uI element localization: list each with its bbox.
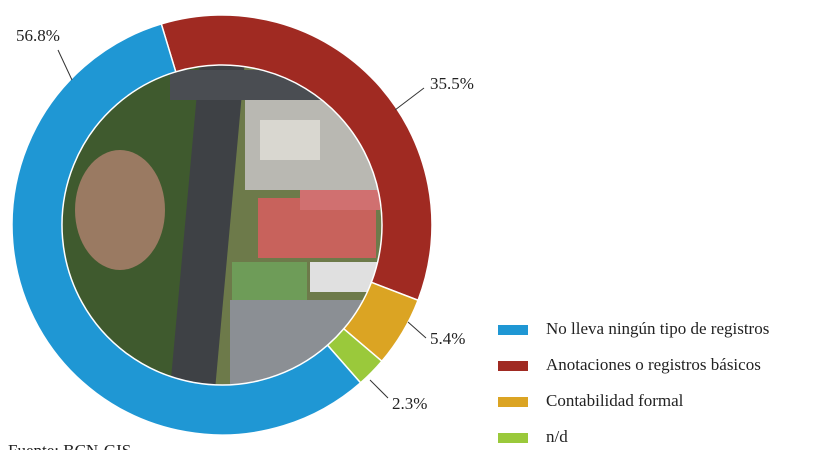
- leader-line: [394, 87, 425, 111]
- donut-slice: [160, 14, 433, 302]
- legend-label: Anotaciones o registros básicos: [546, 355, 761, 374]
- legend-swatch: [498, 361, 528, 371]
- leader-line: [369, 379, 389, 399]
- data-label: 56.8%: [16, 26, 60, 45]
- data-label: 2.3%: [392, 394, 427, 413]
- data-label: 5.4%: [430, 329, 465, 348]
- leader-line: [407, 321, 427, 339]
- legend-label: No lleva ningún tipo de registros: [546, 319, 769, 338]
- data-label: 35.5%: [430, 74, 474, 93]
- legend-swatch: [498, 325, 528, 335]
- donut-slice: [11, 23, 362, 436]
- legend-swatch: [498, 397, 528, 407]
- legend-swatch: [498, 433, 528, 443]
- legend-label: Contabilidad formal: [546, 391, 684, 410]
- source-note: Fuente: BCN-GIS: [8, 441, 131, 450]
- legend-label: n/d: [546, 427, 568, 446]
- leader-line: [57, 49, 73, 81]
